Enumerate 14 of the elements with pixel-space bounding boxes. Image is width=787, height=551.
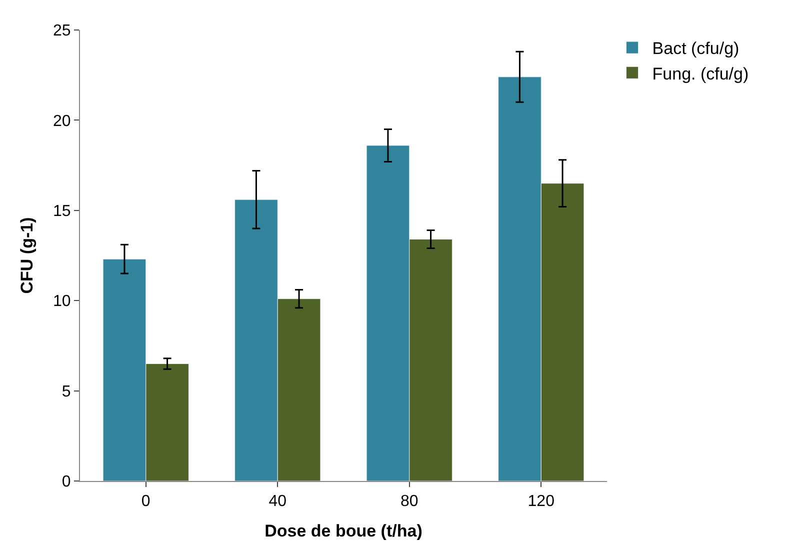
legend-label: Bact (cfu/g)	[652, 39, 740, 58]
y-tick-label: 15	[53, 203, 71, 220]
y-tick-label: 10	[53, 293, 71, 310]
x-tick-label: 40	[268, 493, 287, 510]
x-tick-label: 120	[528, 493, 555, 510]
x-tick-label: 80	[400, 493, 418, 510]
y-tick-label: 20	[53, 112, 71, 130]
x-tick-label: 0	[141, 493, 150, 510]
y-tick-label: 25	[53, 22, 71, 40]
y-axis-title: CFU (g-1)	[18, 217, 37, 294]
legend-label: Fung. (cfu/g)	[652, 64, 749, 84]
y-tick-label: 0	[62, 474, 71, 491]
x-axis-title: Dose de boue (t/ha)	[264, 522, 422, 541]
y-tick-label: 5	[62, 383, 71, 400]
